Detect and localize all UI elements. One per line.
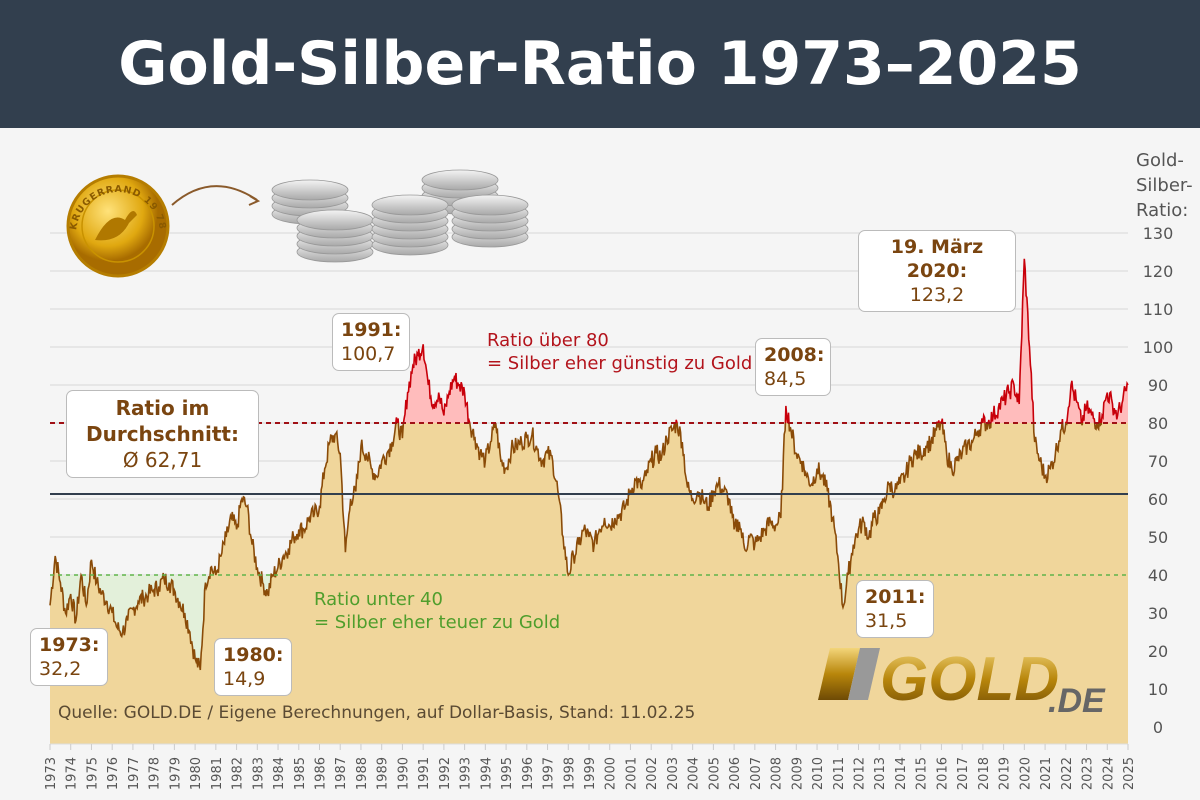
x-tick-label: 1987 <box>334 757 349 790</box>
upper-note: Ratio über 80 = Silber eher günstig zu Go… <box>487 330 753 374</box>
x-tick-label: 1986 <box>314 757 329 790</box>
annotation-1991: 1991: 100,7 <box>332 313 410 371</box>
x-tick-label: 2010 <box>811 757 826 790</box>
y-axis-title: Gold-Silber-Ratio: <box>1136 150 1193 221</box>
y-tick-label: 50 <box>1148 528 1168 547</box>
source-note: Quelle: GOLD.DE / Eigene Berechnungen, a… <box>58 703 696 723</box>
x-tick-label: 1991 <box>417 757 432 790</box>
x-tick-label: 2008 <box>770 757 785 790</box>
x-tick-label: 1994 <box>479 757 494 790</box>
x-tick-label: 1990 <box>396 757 411 790</box>
x-tick-label: 1996 <box>521 757 536 790</box>
x-tick-label: 1978 <box>148 757 163 790</box>
silver-coin <box>451 194 529 216</box>
x-tick-label: 2024 <box>1101 757 1116 790</box>
silver-coin <box>271 179 349 201</box>
x-tick-label: 2017 <box>956 757 971 790</box>
gold-coin-image: KRUGERRAND 19 78 <box>66 174 170 278</box>
x-tick-label: 1982 <box>231 757 246 790</box>
arrow-icon <box>171 185 258 206</box>
lower-note: Ratio unter 40 = Silber eher teuer zu Gol… <box>314 589 561 633</box>
annotation-1973: 1973: 32,2 <box>30 628 108 686</box>
y-tick-label: 110 <box>1143 300 1174 319</box>
y-tick-label: 20 <box>1148 642 1168 661</box>
y-tick-label: 100 <box>1143 338 1174 357</box>
x-tick-label: 2013 <box>873 757 888 790</box>
annotation-2020: 19. März 2020: 123,2 <box>858 230 1016 312</box>
x-tick-label: 2020 <box>1018 757 1033 790</box>
annotation-2011: 2011: 31,5 <box>856 580 934 638</box>
x-tick-label: 2005 <box>707 757 722 790</box>
x-tick-label: 1997 <box>542 757 557 790</box>
x-tick-label: 1999 <box>583 757 598 790</box>
y-tick-label: 10 <box>1148 680 1168 699</box>
silver-coin <box>421 169 499 191</box>
x-tick-label: 2001 <box>624 757 639 790</box>
x-tick-label: 1992 <box>438 757 453 790</box>
x-tick-label: 2002 <box>645 757 660 790</box>
x-tick-label: 2011 <box>832 757 847 790</box>
silver-coins-image <box>271 169 529 263</box>
x-tick-label: 1988 <box>355 757 370 790</box>
silver-coin <box>371 194 449 216</box>
x-tick-label: 2012 <box>853 757 868 790</box>
x-tick-label: 2021 <box>1039 757 1054 790</box>
x-tick-label: 1983 <box>251 757 266 790</box>
x-tick-label: 1979 <box>168 757 183 790</box>
silver-coin <box>296 209 374 231</box>
y-tick-label: 40 <box>1148 566 1168 585</box>
x-tick-label: 2009 <box>790 757 805 790</box>
y-tick-label: 30 <box>1148 604 1168 623</box>
ratio-line <box>49 423 1103 671</box>
x-tick-label: 1998 <box>562 757 577 790</box>
annotation-average: Ratio im Durchschnitt: Ø 62,71 <box>66 390 259 478</box>
svg-text:.DE: .DE <box>1048 682 1106 720</box>
x-tick-label: 2023 <box>1081 757 1096 790</box>
y-tick-label: 0 <box>1153 718 1163 737</box>
x-tick-label: 2016 <box>935 757 950 790</box>
x-tick-label: 2006 <box>728 757 743 790</box>
y-tick-label: 130 <box>1143 224 1174 243</box>
x-tick-label: 1977 <box>127 757 142 790</box>
x-tick-label: 2019 <box>998 757 1013 790</box>
x-tick-label: 2014 <box>894 757 909 790</box>
x-tick-label: 1984 <box>272 757 287 790</box>
x-tick-label: 1973 <box>44 757 59 790</box>
x-tick-label: 1981 <box>210 757 225 790</box>
y-tick-label: 90 <box>1148 376 1168 395</box>
x-tick-label: 1974 <box>65 757 80 790</box>
x-tick-label: 1975 <box>85 757 100 790</box>
x-tick-label: 1980 <box>189 757 204 790</box>
annotation-1980: 1980: 14,9 <box>214 638 292 696</box>
page-title: Gold-Silber-Ratio 1973–2025 <box>118 29 1082 99</box>
y-tick-label: 120 <box>1143 262 1174 281</box>
x-tick-label: 1989 <box>376 757 391 790</box>
gold-de-logo: GOLD .DE <box>818 645 1106 720</box>
x-tick-label: 2003 <box>666 757 681 790</box>
x-tick-label: 2018 <box>977 757 992 790</box>
annotation-2008: 2008: 84,5 <box>755 338 831 396</box>
y-tick-label: 60 <box>1148 490 1168 509</box>
x-tick-label: 2004 <box>687 757 702 790</box>
x-tick-label: 2025 <box>1122 757 1137 790</box>
x-tick-label: 2022 <box>1060 757 1075 790</box>
x-tick-label: 1993 <box>459 757 474 790</box>
x-tick-label: 1976 <box>106 757 121 790</box>
x-tick-label: 2015 <box>915 757 930 790</box>
svg-text:GOLD: GOLD <box>880 645 1059 714</box>
y-tick-label: 80 <box>1148 414 1168 433</box>
x-tick-label: 2007 <box>749 757 764 790</box>
y-tick-label: 70 <box>1148 452 1168 471</box>
x-tick-label: 2000 <box>604 757 619 790</box>
header: Gold-Silber-Ratio 1973–2025 <box>0 0 1200 128</box>
x-tick-label: 1985 <box>293 757 308 790</box>
x-tick-label: 1995 <box>500 757 515 790</box>
